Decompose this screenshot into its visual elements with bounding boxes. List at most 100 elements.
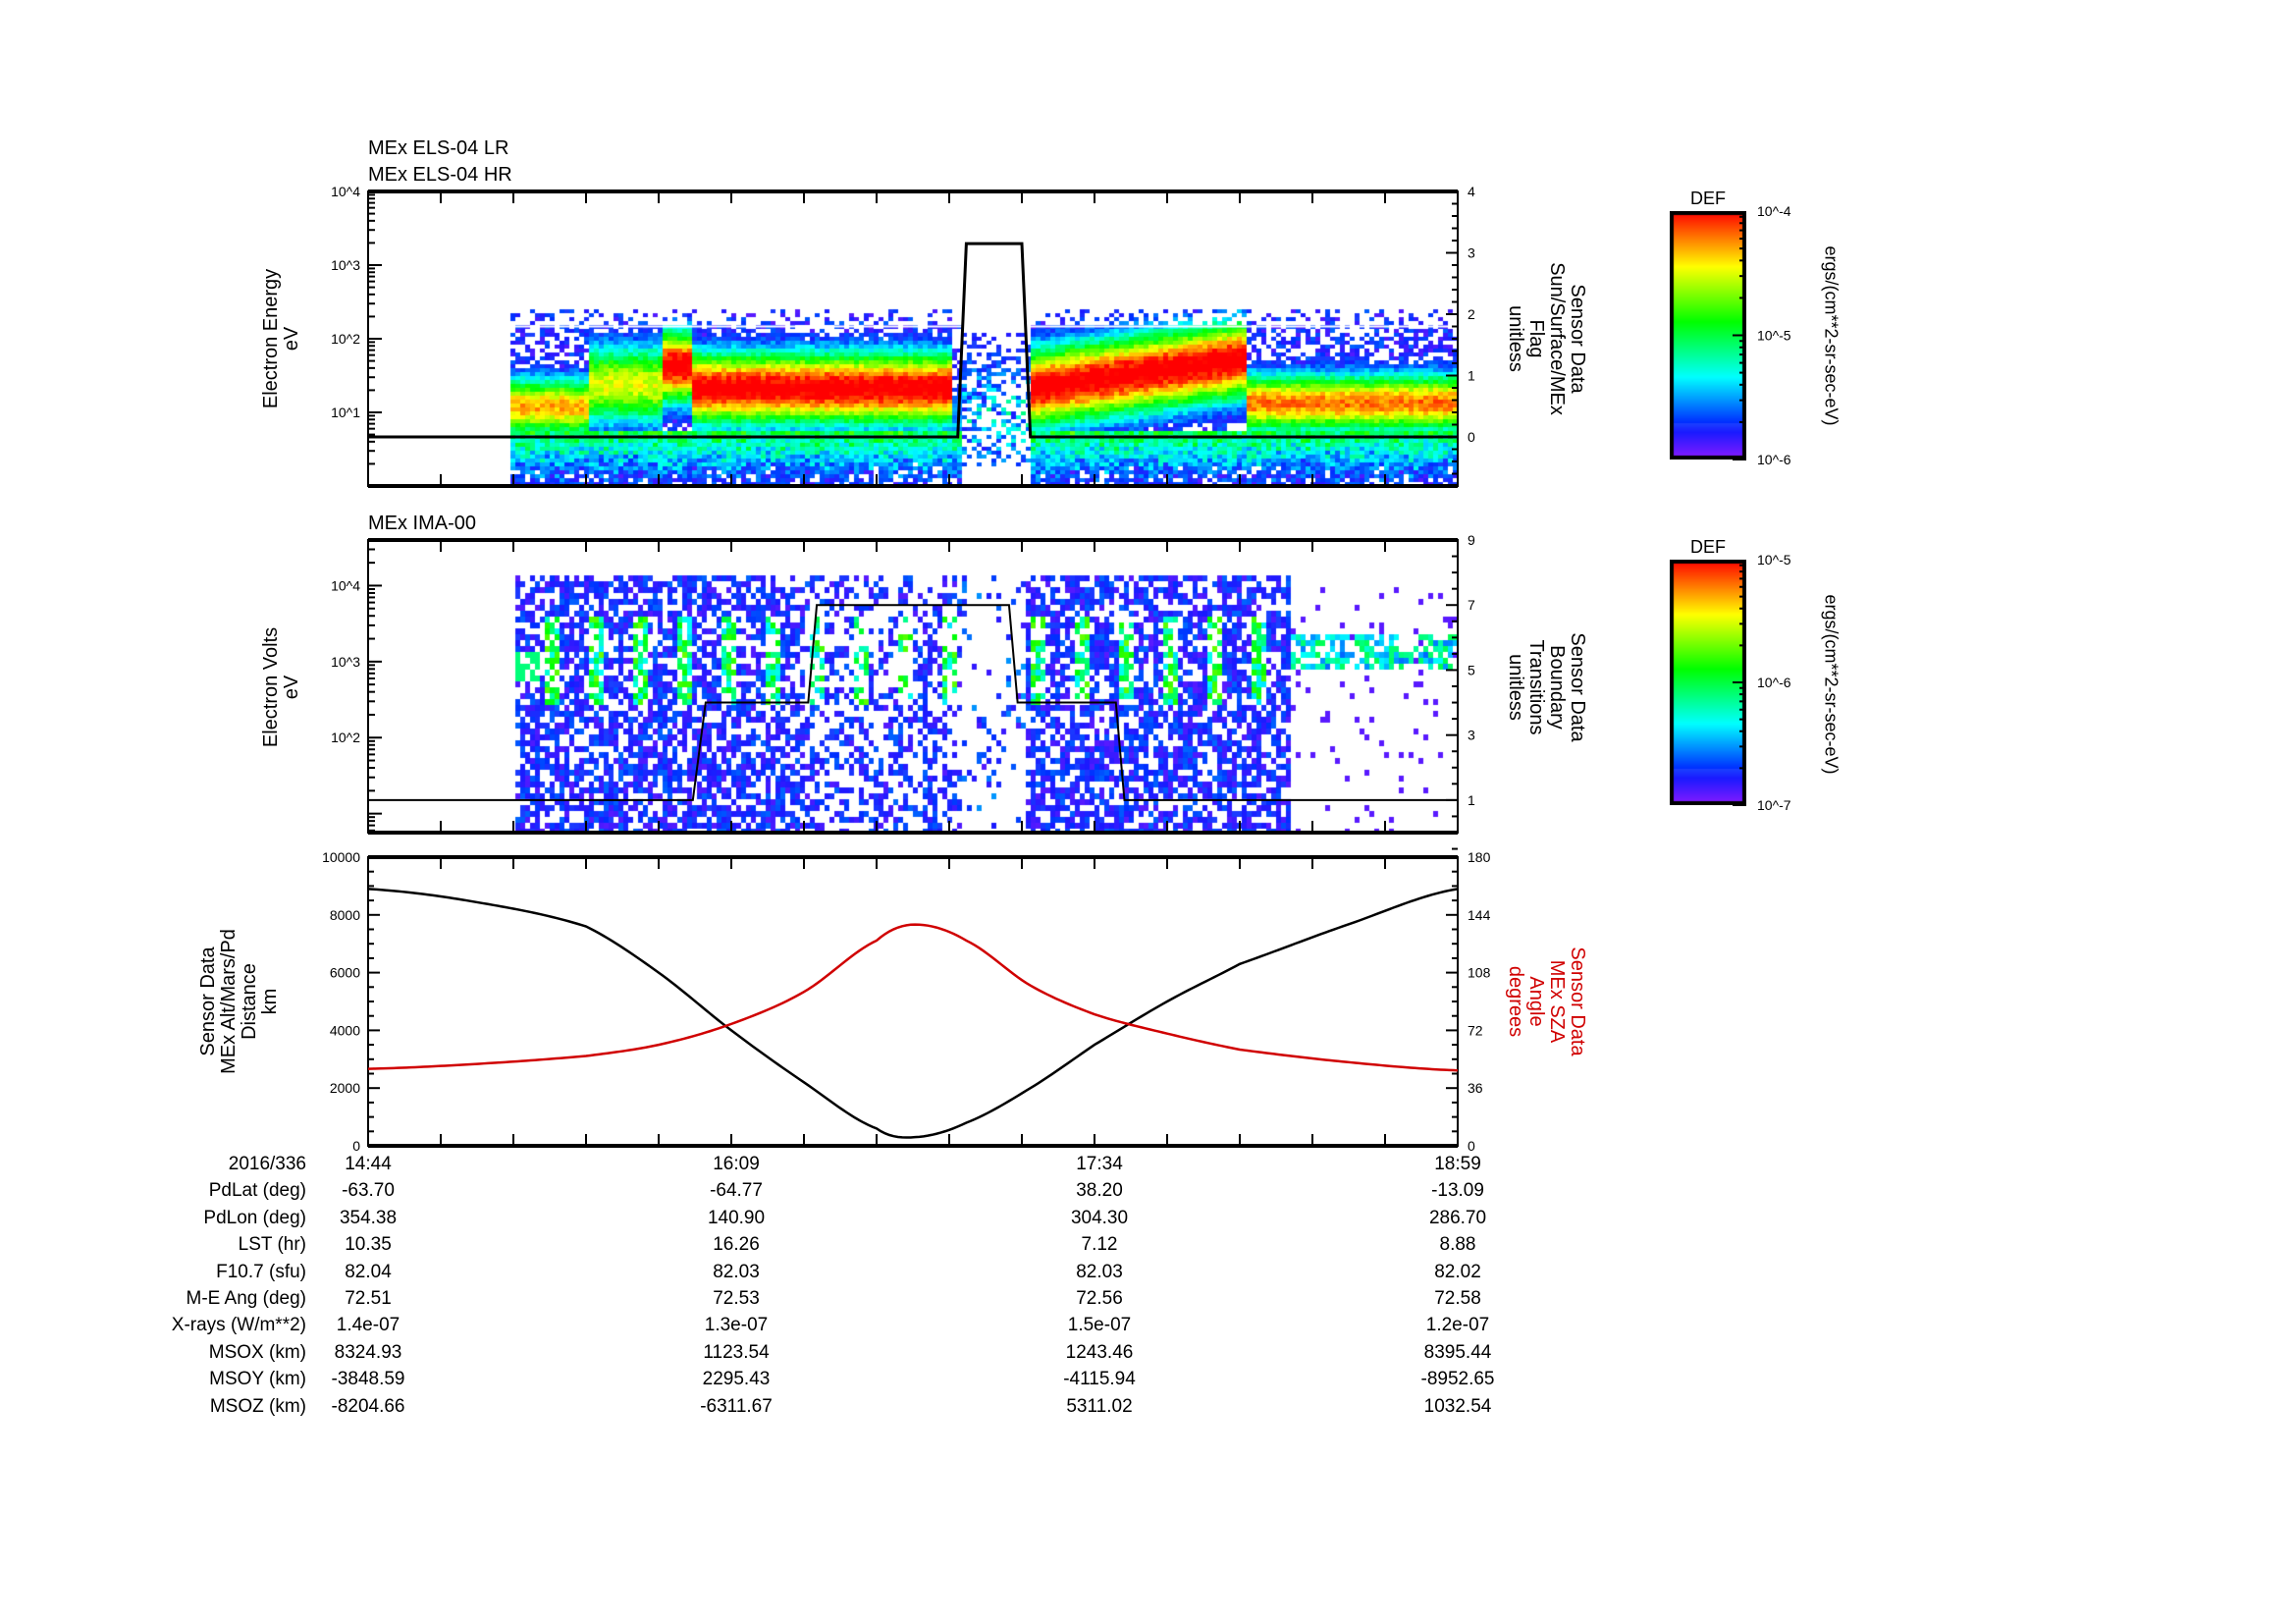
ephemeris-value: -8204.66 xyxy=(331,1395,405,1417)
panel3-frame xyxy=(367,856,1459,1147)
ylabel-line: Flag xyxy=(1525,319,1547,358)
y-tick-label: 10^-5 xyxy=(1757,552,1791,568)
ephemeris-row-label: X-rays (W/m**2) xyxy=(171,1315,306,1336)
time-tick-label: 17:34 xyxy=(1076,1154,1123,1174)
ylabel-line: Sun/Surface/MEx xyxy=(1546,262,1568,415)
panel2-ylabel: Electron Volts eV xyxy=(260,626,302,748)
ima-spectrogram xyxy=(368,540,1458,833)
y-tick-label: 1 xyxy=(1468,792,1475,808)
y-tick-label: 2000 xyxy=(330,1080,360,1096)
y-tick-label: 3 xyxy=(1468,728,1475,743)
boundary-line xyxy=(368,604,1458,801)
ylabel-line: Sensor Data xyxy=(197,947,219,1056)
ephemeris-value: 1032.54 xyxy=(1423,1395,1492,1417)
ephemeris-value: 16.26 xyxy=(713,1234,760,1256)
time-tick-label: 14:44 xyxy=(345,1154,392,1174)
time-tick-label: 16:09 xyxy=(713,1154,760,1174)
y-tick-label: 9 xyxy=(1468,532,1475,548)
ephemeris-value: 1.4e-07 xyxy=(336,1315,400,1336)
ephemeris-value: -4115.94 xyxy=(1063,1369,1136,1390)
ephemeris-row-label: MSOX (km) xyxy=(208,1341,306,1363)
ylabel-line: Electron Volts xyxy=(260,626,282,748)
y-tick-label: 4 xyxy=(1468,184,1475,199)
y-tick-label: 0 xyxy=(352,1138,360,1154)
y-tick-label: 6000 xyxy=(330,965,360,981)
ephemeris-value: 1243.46 xyxy=(1065,1341,1134,1363)
ephemeris-value: 8395.44 xyxy=(1423,1341,1492,1363)
y-tick-label: 4000 xyxy=(330,1022,360,1038)
panel1-title-lr: MEx ELS-04 LR xyxy=(368,137,509,159)
panel2-frame xyxy=(367,539,1459,834)
y-tick-label: 10000 xyxy=(322,849,360,865)
y-tick-label: 10^3 xyxy=(331,257,360,273)
ephemeris-value: 82.04 xyxy=(345,1261,392,1282)
ephemeris-row-label: F10.7 (sfu) xyxy=(216,1261,306,1282)
y-tick-label: 10^-6 xyxy=(1757,675,1791,690)
panel2-title: MEx IMA-00 xyxy=(368,513,477,534)
ylabel-line: MEx Alt/Mars/Pd xyxy=(218,929,240,1074)
ylabel-line: Transitions xyxy=(1525,639,1547,735)
ephemeris-value: 5311.02 xyxy=(1066,1395,1133,1417)
y-tick-label: 180 xyxy=(1468,849,1491,865)
ephemeris-value: 7.12 xyxy=(1081,1234,1118,1256)
ephemeris-value: -6311.67 xyxy=(700,1395,773,1417)
ephemeris-value: 8.88 xyxy=(1439,1234,1476,1256)
ephemeris-value: -64.77 xyxy=(710,1180,763,1202)
ephemeris-value: 82.03 xyxy=(1076,1261,1123,1282)
ephemeris-row-label: M-E Ang (deg) xyxy=(186,1288,307,1309)
y-tick-label: 0 xyxy=(1468,1138,1475,1154)
ylabel-line: Electron Energy xyxy=(260,268,282,409)
ephemeris-value: -8952.65 xyxy=(1420,1369,1495,1390)
ephemeris-value: 10.35 xyxy=(345,1234,392,1256)
panel3-ylabel: Sensor Data MEx Alt/Mars/Pd Distance km xyxy=(197,929,281,1074)
colorbar1-units: ergs/(cm**2-sr-sec-eV) xyxy=(1821,245,1842,426)
y-tick-label: 36 xyxy=(1468,1080,1483,1096)
ylabel-line: Angle xyxy=(1525,976,1547,1027)
y-tick-label: 10^-7 xyxy=(1757,797,1791,813)
ephemeris-row-label: MSOY (km) xyxy=(209,1369,306,1390)
ephemeris-value: 72.58 xyxy=(1434,1288,1481,1309)
y-tick-label: 8000 xyxy=(330,907,360,923)
ylabel-line: Sensor Data xyxy=(1567,632,1588,742)
panel3-ylabel-right: Sensor Data MEx SZA Angle degrees xyxy=(1505,947,1588,1056)
y-tick-label: 10^-4 xyxy=(1757,203,1791,219)
ephemeris-value: 140.90 xyxy=(707,1207,766,1228)
y-tick-label: 10^4 xyxy=(331,184,360,199)
ephemeris-value: -63.70 xyxy=(342,1180,395,1202)
altitude-line xyxy=(367,888,1459,1139)
ylabel-line: degrees xyxy=(1505,965,1526,1038)
ylabel-line: eV xyxy=(281,326,302,352)
y-tick-label: 0 xyxy=(1468,429,1475,445)
ephemeris-value: 354.38 xyxy=(339,1207,398,1228)
date-label: 2016/336 xyxy=(228,1154,306,1174)
ephemeris-value: -3848.59 xyxy=(331,1369,405,1390)
y-tick-label: 72 xyxy=(1468,1022,1483,1038)
ylabel-line: MEx SZA xyxy=(1546,959,1568,1044)
y-tick-label: 10^2 xyxy=(331,331,360,347)
y-tick-label: 10^3 xyxy=(331,654,360,670)
y-tick-label: 3 xyxy=(1468,245,1475,261)
ephemeris-value: 38.20 xyxy=(1076,1180,1123,1202)
colorbar1-title: DEF xyxy=(1690,189,1726,208)
y-tick-label: 144 xyxy=(1468,907,1491,923)
ephemeris-row-label: LST (hr) xyxy=(238,1234,306,1256)
ephemeris-row-label: PdLon (deg) xyxy=(203,1207,306,1228)
y-tick-label: 10^4 xyxy=(331,577,360,593)
ylabel-line: Boundary xyxy=(1546,645,1568,730)
ylabel-line: Sensor Data xyxy=(1567,284,1588,394)
y-tick-label: 7 xyxy=(1468,597,1475,613)
ylabel-line: unitless xyxy=(1505,305,1526,372)
ylabel-line: km xyxy=(259,988,281,1015)
ylabel-line: Sensor Data xyxy=(1567,947,1588,1056)
y-tick-label: 10^1 xyxy=(331,405,360,420)
panel2-ylabel-right: Sensor Data Boundary Transitions unitles… xyxy=(1505,632,1588,742)
panel1-title-hr: MEx ELS-04 HR xyxy=(368,164,512,186)
panel1-frame xyxy=(367,190,1459,487)
sza-line xyxy=(367,923,1459,1072)
ephemeris-row-label: PdLat (deg) xyxy=(208,1180,306,1202)
ylabel-line: eV xyxy=(281,675,302,700)
ephemeris-value: 72.56 xyxy=(1076,1288,1123,1309)
colorbar2-units: ergs/(cm**2-sr-sec-eV) xyxy=(1821,594,1842,775)
ephemeris-value: 1123.54 xyxy=(703,1341,770,1363)
